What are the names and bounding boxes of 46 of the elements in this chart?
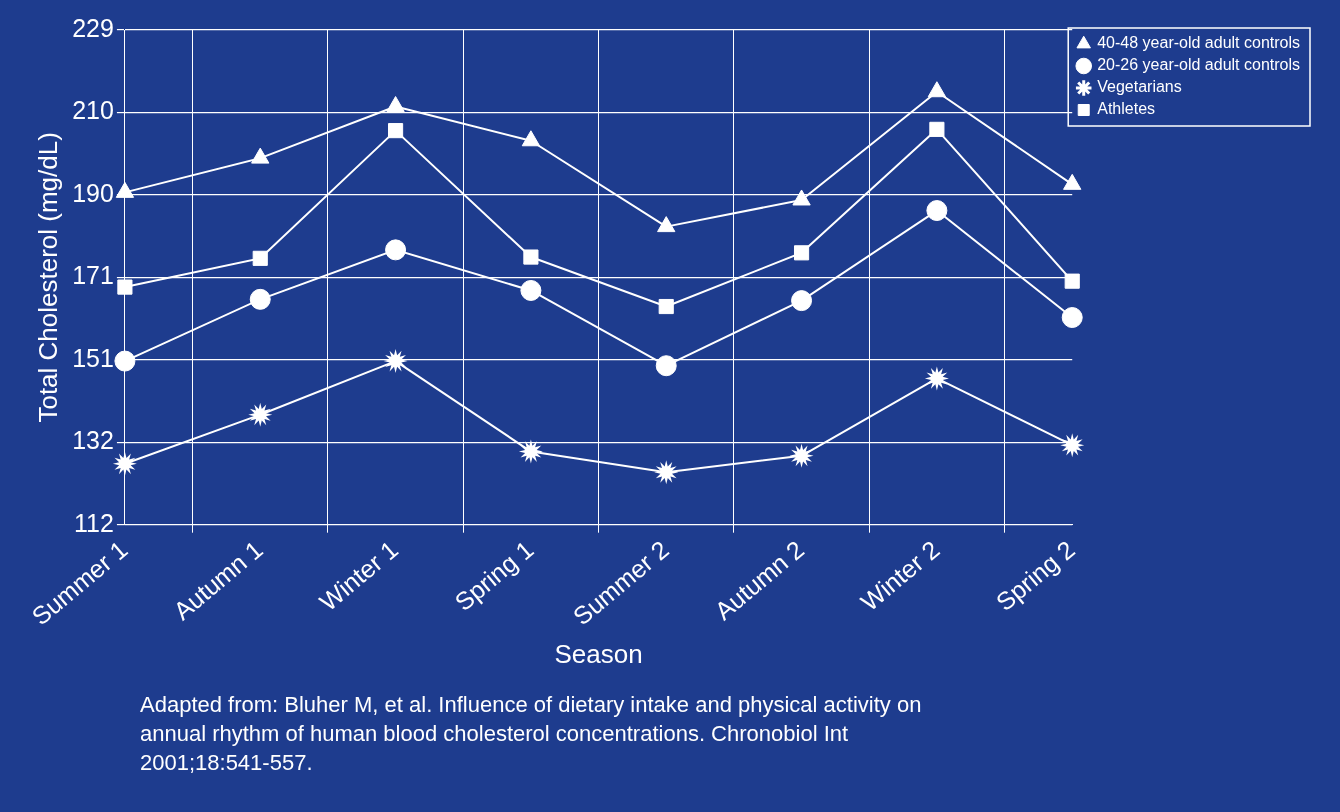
point: [1060, 433, 1085, 458]
point: [383, 349, 408, 374]
y-tick-label: 151: [72, 343, 114, 372]
point: [520, 279, 542, 301]
point: [793, 245, 810, 261]
point: [248, 402, 273, 427]
legend-label: 20-26 year-old adult controls: [1097, 56, 1300, 74]
legend-label: Athletes: [1097, 100, 1156, 118]
point: [249, 288, 271, 310]
point: [114, 350, 136, 372]
point: [385, 239, 407, 261]
point: [117, 279, 133, 295]
point: [252, 250, 268, 266]
point: [1061, 307, 1083, 329]
point: [654, 460, 679, 485]
point: [112, 451, 137, 476]
legend-label: Vegetarians: [1097, 78, 1182, 96]
point: [1063, 173, 1082, 190]
legend-label: 40-48 year-old adult controls: [1097, 34, 1300, 52]
point: [789, 443, 814, 468]
point: [1064, 273, 1080, 289]
point: [251, 147, 270, 164]
y-tick-label: 190: [72, 178, 114, 207]
point: [518, 439, 543, 464]
point: [523, 249, 539, 265]
point: [388, 123, 404, 139]
y-tick-label: 112: [74, 508, 114, 537]
y-tick-label: 210: [72, 96, 114, 125]
y-tick-label: 229: [72, 13, 114, 42]
y-tick-label: 171: [72, 261, 114, 290]
point: [929, 121, 945, 137]
text: Adapted from: Bluher M, et al. Influence of dietary intake and physical activity on annual rhythm of human blood cholesterol concentrations. Chronobiol Int 2001;18:541-557.: [140, 691, 923, 777]
point: [658, 298, 674, 315]
point: [791, 290, 813, 312]
point: [655, 355, 677, 377]
point: [657, 216, 676, 233]
point: [924, 366, 949, 391]
x-axis-title: Season: [554, 638, 643, 669]
point: [115, 181, 135, 198]
point: [792, 189, 811, 206]
y-tick-label: 132: [72, 426, 114, 455]
point: [386, 96, 405, 113]
y-axis-title: Total Cholesterol (mg/dL): [32, 132, 63, 423]
point: [926, 200, 948, 222]
point: [521, 130, 541, 147]
point: [927, 81, 947, 98]
